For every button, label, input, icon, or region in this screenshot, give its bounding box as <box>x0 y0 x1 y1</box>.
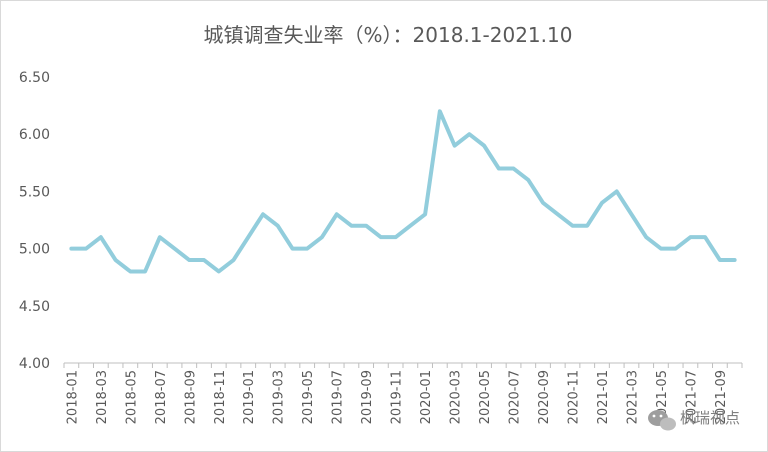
data-point <box>173 247 177 251</box>
data-point <box>526 178 530 182</box>
x-tick-label: 2018-03 <box>95 370 110 424</box>
data-point <box>674 247 678 251</box>
data-point <box>482 144 486 148</box>
y-tick-label: 4.00 <box>19 356 50 372</box>
x-tick-label: 2020-03 <box>449 370 464 424</box>
data-point <box>600 201 604 205</box>
x-axis: 2018-01 2018-03 2018-05 2018-07 2018-09 2018-… <box>63 362 743 424</box>
data-point <box>629 212 633 216</box>
x-tick-label: 2019-05 <box>301 370 316 424</box>
x-tick-label: 2018-07 <box>154 370 169 424</box>
x-tick-label: 2021-01 <box>596 370 611 424</box>
series-line <box>69 109 737 274</box>
y-tick-label: 6.00 <box>19 127 50 143</box>
x-tick-label: 2019-03 <box>272 370 287 424</box>
data-point <box>571 224 575 228</box>
y-tick-label: 6.50 <box>19 70 50 86</box>
x-tick-label: 2019-01 <box>242 370 257 424</box>
data-point <box>541 201 545 205</box>
data-point <box>364 224 368 228</box>
data-point <box>453 144 457 148</box>
data-point <box>69 247 73 251</box>
data-point <box>261 212 265 216</box>
x-tick-label: 2020-01 <box>419 370 434 424</box>
x-tick-label: 2019-09 <box>360 370 375 424</box>
x-tick-label: 2020-05 <box>478 370 493 424</box>
x-tick-label: 2020-11 <box>567 370 582 424</box>
plot-area <box>69 109 737 274</box>
y-tick-label: 4.50 <box>19 299 50 315</box>
watermark: 枫瑞视点 <box>648 409 740 431</box>
data-point <box>143 269 147 273</box>
x-tick-label: 2021-03 <box>625 370 640 424</box>
x-tick-label: 2018-05 <box>124 370 139 424</box>
data-point <box>187 258 191 262</box>
data-point <box>585 224 589 228</box>
x-tick-label: 2018-09 <box>183 370 198 424</box>
data-point <box>703 235 707 239</box>
data-point <box>305 247 309 251</box>
data-point <box>114 258 118 262</box>
x-tick-label: 2020-07 <box>508 370 523 424</box>
x-tick-label: 2021-07 <box>684 370 699 424</box>
data-point <box>349 224 353 228</box>
data-point <box>99 235 103 239</box>
data-point <box>128 269 132 273</box>
data-point <box>158 235 162 239</box>
x-tick-label: 2018-01 <box>65 370 80 424</box>
data-point <box>408 224 412 228</box>
data-point <box>320 235 324 239</box>
data-point <box>556 212 560 216</box>
chart-title: 城镇调查失业率（%）：2018.1-2021.10 <box>204 23 573 47</box>
x-tick-label: 2019-11 <box>390 370 405 424</box>
data-point <box>379 235 383 239</box>
data-point <box>423 212 427 216</box>
data-point <box>497 167 501 171</box>
data-point <box>394 235 398 239</box>
data-point <box>84 247 88 251</box>
watermark-text: 枫瑞视点 <box>680 409 740 427</box>
data-point <box>467 132 471 136</box>
y-tick-label: 5.50 <box>19 184 50 200</box>
x-tick-label: 2018-11 <box>213 370 228 424</box>
data-point <box>246 235 250 239</box>
data-point <box>659 247 663 251</box>
data-point <box>202 258 206 262</box>
data-point <box>290 247 294 251</box>
data-point <box>615 189 619 193</box>
data-point <box>438 109 442 113</box>
x-tick-label: 2019-07 <box>331 370 346 424</box>
data-point <box>733 258 737 262</box>
data-point <box>232 258 236 262</box>
data-point <box>335 212 339 216</box>
x-tick-label: 2021-09 <box>714 370 729 424</box>
data-point <box>718 258 722 262</box>
data-point <box>688 235 692 239</box>
data-point <box>217 269 221 273</box>
y-axis: 4.00 4.50 5.00 5.50 6.00 6.50 <box>19 70 50 372</box>
data-point <box>276 224 280 228</box>
x-tick-label: 2020-09 <box>537 370 552 424</box>
data-point <box>644 235 648 239</box>
y-tick-label: 5.00 <box>19 242 50 258</box>
data-point <box>512 167 516 171</box>
wechat-icon <box>648 410 676 431</box>
